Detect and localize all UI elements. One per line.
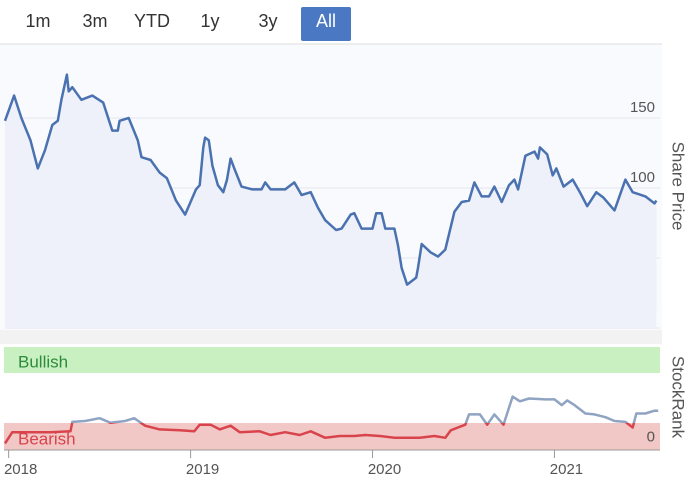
y-tick-label: 100 — [630, 169, 655, 186]
y-tick-label: 150 — [630, 99, 655, 116]
bearish-label: Bearish — [18, 429, 76, 448]
x-tick-label: 2020 — [368, 461, 401, 478]
range-button[interactable]: YTD — [134, 11, 170, 31]
y-axis-title: Share Price — [669, 142, 688, 231]
y-tick-label: 0 — [647, 429, 655, 446]
x-tick-label: 2021 — [550, 461, 583, 478]
y-axis-title: StockRank — [669, 356, 688, 439]
bullish-band — [4, 347, 660, 373]
price-line — [3, 73, 658, 286]
bullish-label: Bullish — [18, 352, 68, 371]
range-button[interactable]: All — [316, 11, 336, 31]
price-area — [5, 74, 657, 328]
range-button[interactable]: 1m — [25, 11, 50, 31]
panel-gap — [0, 330, 662, 344]
rank-line-bearish — [3, 423, 636, 445]
rank-line — [70, 395, 659, 423]
range-button[interactable]: 3y — [258, 11, 277, 31]
range-button-bg[interactable] — [301, 7, 351, 41]
x-tick-label: 2019 — [186, 461, 219, 478]
range-button[interactable]: 1y — [200, 11, 219, 31]
x-tick-label: 2018 — [4, 461, 37, 478]
range-button[interactable]: 3m — [82, 11, 107, 31]
